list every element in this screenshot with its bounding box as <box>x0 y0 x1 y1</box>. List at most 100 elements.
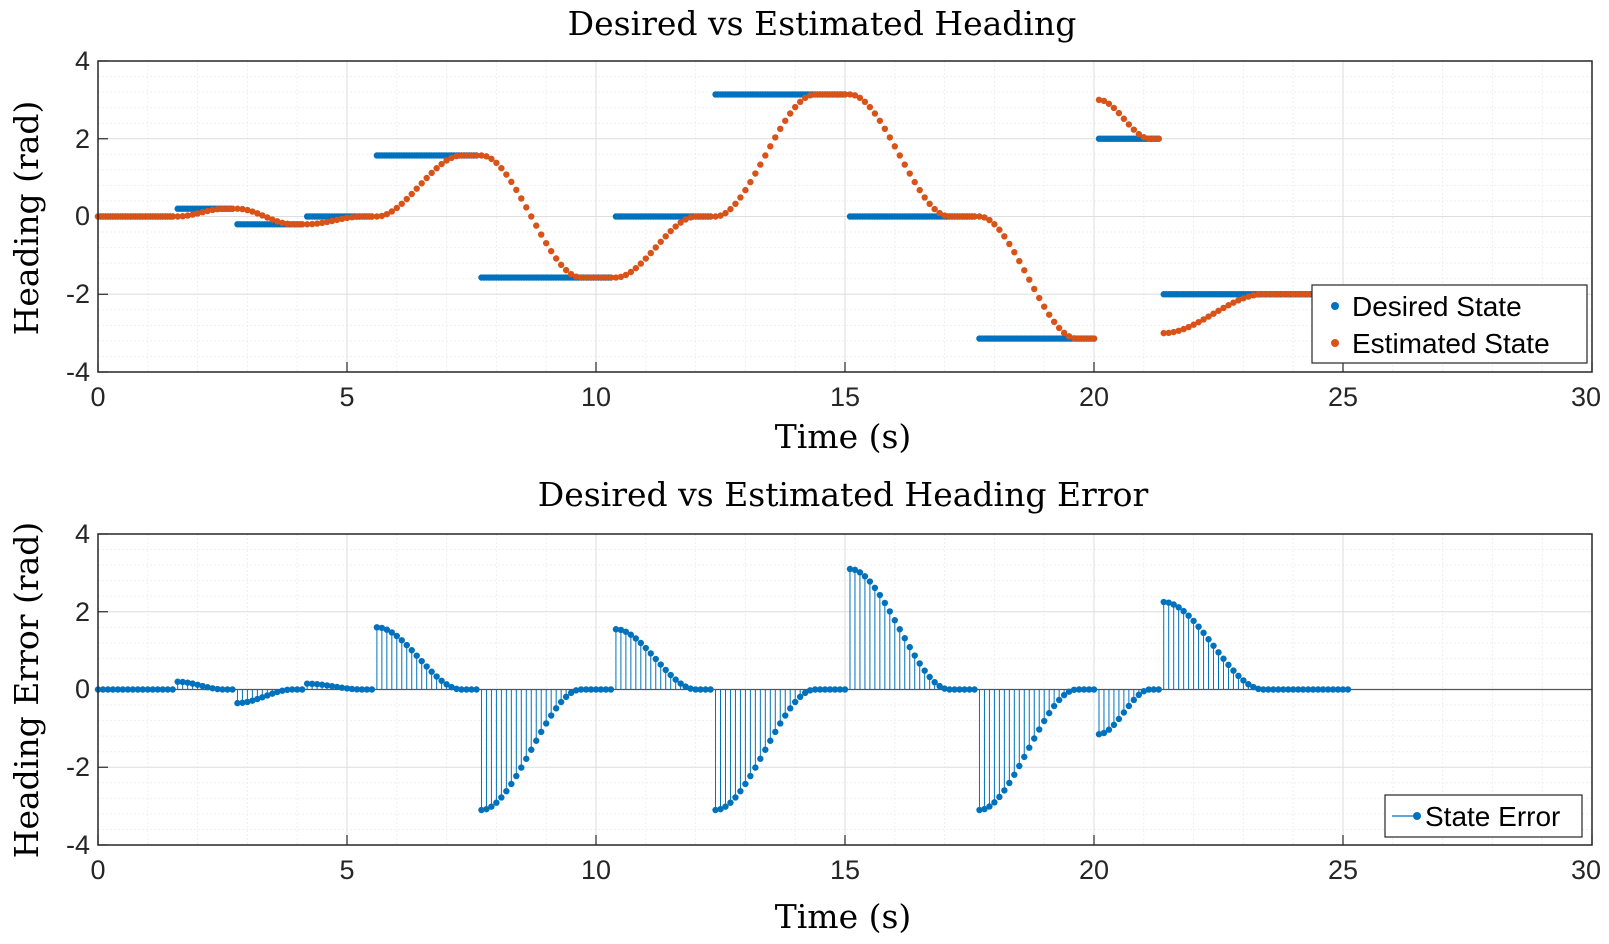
estimated-state-point <box>712 213 719 220</box>
error-stem-point <box>941 685 948 692</box>
error-stem-point <box>682 683 689 690</box>
error-stem-point <box>757 755 764 762</box>
error-stem-point <box>632 635 640 642</box>
error-stem-point <box>1006 779 1013 787</box>
heading-legend-box <box>1311 284 1588 364</box>
error-stem-point <box>787 705 794 712</box>
estimated-state-point <box>543 239 550 247</box>
heading-chart-title: Desired vs Estimated Heading <box>568 4 1077 43</box>
error-stem-point <box>383 626 391 633</box>
error-stem-point <box>528 746 535 753</box>
error-stem-point <box>906 643 913 651</box>
estimated-state-point <box>811 91 819 98</box>
error-stem-point <box>169 686 176 693</box>
estimated-state-point <box>901 161 908 168</box>
estimated-state-point <box>647 249 654 257</box>
error-stem-point <box>398 637 405 644</box>
estimated-state-point <box>667 227 674 235</box>
estimated-state-point <box>1150 135 1157 142</box>
error-stem-point <box>139 686 147 693</box>
estimated-state-point <box>164 213 171 220</box>
estimated-state-point <box>687 214 694 221</box>
estimated-state-point <box>1225 302 1232 309</box>
error-stem-point <box>1280 686 1287 693</box>
estimated-state-point <box>702 213 709 220</box>
error-stem-point <box>274 688 281 696</box>
estimated-state-point <box>692 213 699 220</box>
estimated-state-point <box>891 143 898 150</box>
estimated-state-point <box>518 195 525 202</box>
estimated-state-point <box>762 152 769 159</box>
error-stem-point <box>179 678 186 686</box>
estimated-state-point <box>528 213 535 220</box>
error-xtick-label: 25 <box>1328 855 1358 885</box>
estimated-state-point <box>1045 311 1053 318</box>
error-stem-point <box>313 680 321 688</box>
error-stem-point <box>627 631 635 638</box>
estimated-state-point <box>996 226 1003 233</box>
estimated-state-point <box>284 220 291 228</box>
error-stem-point <box>956 686 963 693</box>
heading-panel: Desired vs Estimated Heading 4 2 0 -2 -4… <box>7 4 1601 456</box>
error-stem-point <box>149 686 156 693</box>
error-stem-point <box>737 787 744 795</box>
error-stem-point <box>851 566 859 574</box>
error-panel: Desired vs Estimated Heading Error 4 2 0… <box>7 475 1601 936</box>
estimated-state-point <box>826 91 834 98</box>
estimated-state-point <box>1275 291 1282 298</box>
estimated-state-point <box>1165 329 1172 337</box>
heading-xtick-label: 25 <box>1328 382 1358 412</box>
error-stem-point <box>612 626 620 633</box>
estimated-state-point <box>986 216 993 224</box>
error-stem-point <box>986 803 993 810</box>
estimated-state-point <box>627 268 635 276</box>
error-stem-point <box>134 686 142 693</box>
error-stem-point <box>264 692 271 699</box>
estimated-state-point <box>1031 285 1038 293</box>
heading-xtick-label: 10 <box>581 382 611 412</box>
estimated-state-point <box>567 270 575 278</box>
estimated-state-point <box>433 164 440 172</box>
error-stem-point <box>732 794 739 801</box>
error-stem-point <box>1036 726 1043 733</box>
error-xtick-label: 5 <box>339 855 354 885</box>
estimated-state-point <box>269 216 276 223</box>
error-stem-point <box>966 686 973 693</box>
estimated-state-point <box>1304 291 1312 298</box>
estimated-state-point <box>732 200 739 208</box>
estimated-state-point <box>727 205 734 213</box>
estimated-state-point <box>612 274 620 281</box>
estimated-state-point <box>1026 276 1033 283</box>
error-ytick-label: -4 <box>66 830 90 860</box>
error-stem-point <box>1285 686 1292 693</box>
estimated-state-point <box>722 209 729 217</box>
error-stem-point <box>1145 686 1152 693</box>
error-xtick-label: 0 <box>90 855 105 885</box>
error-stem-point <box>249 697 256 704</box>
estimated-state-point <box>184 212 191 219</box>
error-stem-point <box>254 695 261 703</box>
error-stem-point <box>891 617 898 624</box>
error-axes-box <box>97 533 1593 846</box>
error-stem-point <box>458 686 465 693</box>
estimated-state-point <box>1036 294 1043 302</box>
estimated-state-point <box>707 213 714 220</box>
error-stem-point <box>1100 729 1108 737</box>
error-stem-point <box>657 661 664 668</box>
estimated-state-point <box>637 260 645 267</box>
estimated-state-point <box>403 195 410 203</box>
error-stem-point <box>1115 715 1123 723</box>
heading-ytick-label: 4 <box>75 46 90 76</box>
estimated-state-point <box>991 221 998 228</box>
error-stem-point <box>154 686 161 693</box>
error-stem-point <box>1110 721 1118 729</box>
error-stem-point <box>796 693 804 701</box>
estimated-state-point <box>662 233 669 240</box>
estimated-state-point <box>169 213 176 220</box>
estimated-state-point <box>1270 291 1277 298</box>
estimated-state-point <box>303 221 311 228</box>
estimated-state-point <box>632 264 640 272</box>
estimated-state-point <box>274 218 281 225</box>
estimated-state-point <box>234 205 241 212</box>
estimated-state-point <box>602 274 610 281</box>
